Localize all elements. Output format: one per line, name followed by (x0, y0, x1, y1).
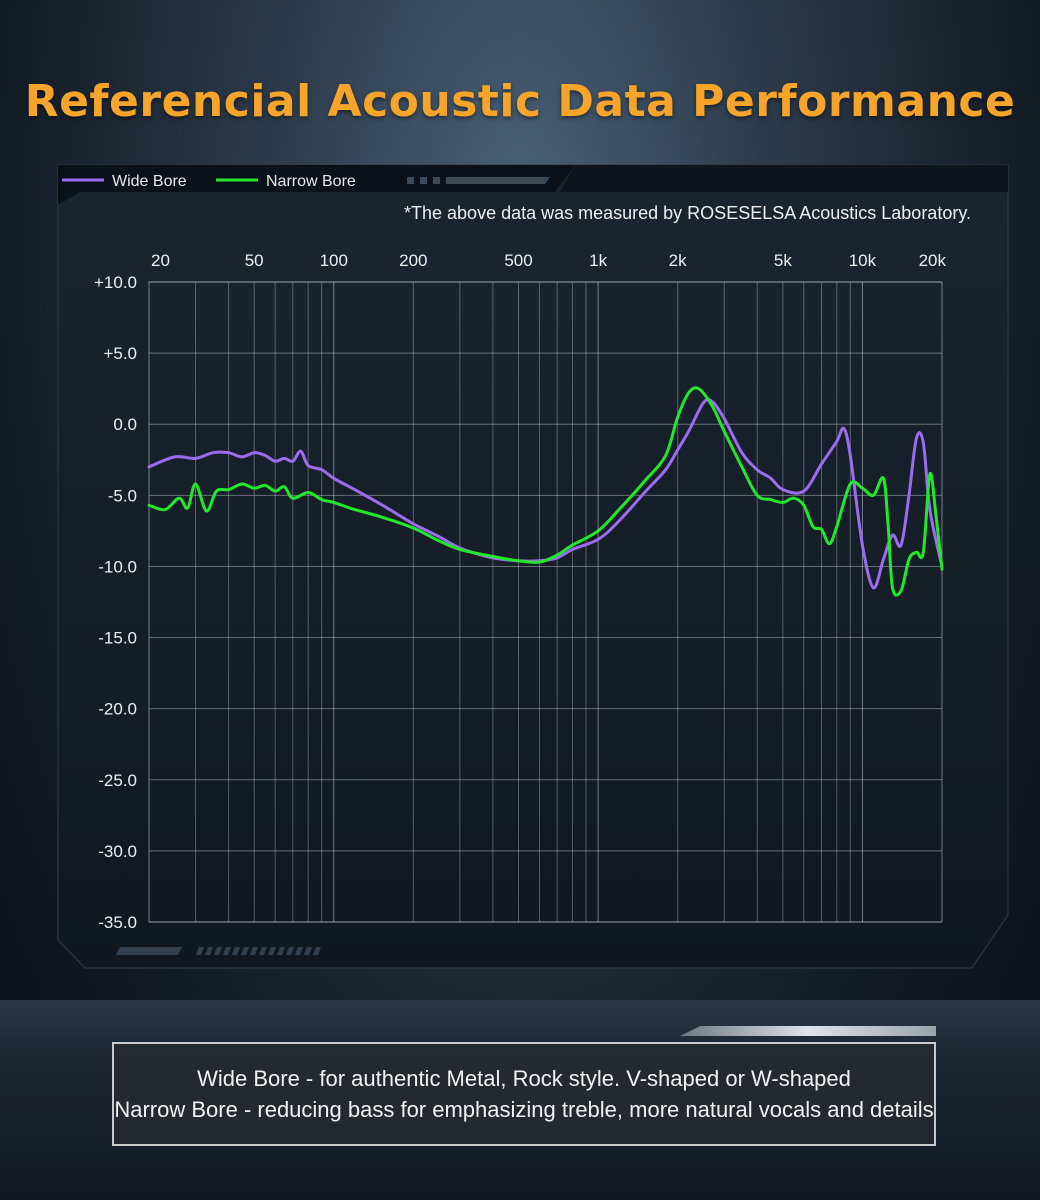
legend-label-narrow-bore: Narrow Bore (266, 173, 356, 190)
x-tick-label: 10k (849, 251, 877, 270)
caption-box: Wide Bore - for authentic Metal, Rock st… (112, 1042, 936, 1146)
caption-top-bar (680, 1026, 936, 1036)
stripe-mark (250, 947, 258, 955)
x-tick-label: 5k (774, 251, 792, 270)
x-tick-label: 100 (320, 251, 348, 270)
series-layer (147, 386, 944, 597)
plot-grid (148, 281, 943, 923)
y-tick-label: -15.0 (98, 629, 137, 648)
page-title: Referencial Acoustic Data Performance (24, 76, 1016, 127)
stripe-mark (286, 947, 294, 955)
y-tick-label: -25.0 (98, 771, 137, 790)
stripe-mark (313, 947, 321, 955)
panel-header-tab (58, 165, 575, 205)
bottom-dash-decoration (116, 947, 321, 955)
x-tick-label: 2k (669, 251, 687, 270)
x-tick-label: 1k (589, 251, 607, 270)
y-tick-label: -5.0 (108, 486, 137, 505)
y-tick-labels: +10.0 +5.0 0.0 -5.0 -10.0 -15.0 -20.0 -25.0 -30.… (94, 273, 137, 932)
plot-frame (148, 281, 943, 923)
panel-header-shape (560, 165, 1008, 192)
header-dash-decoration (407, 177, 550, 184)
y-tick-label: +5.0 (103, 344, 137, 363)
x-tick-label: 500 (504, 251, 532, 270)
series-line-wide-bore (147, 397, 944, 590)
series-line-narrow-bore (147, 386, 944, 597)
caption-line-narrow-bore: Narrow Bore - reducing bass for emphasiz… (114, 1097, 934, 1122)
x-tick-label: 20 (151, 251, 170, 270)
legend: Wide Bore Narrow Bore (62, 173, 356, 190)
x-tick-labels: 20 50 100 200 500 1k 2k 5k 10k 20k (151, 251, 946, 270)
x-tick-label: 50 (245, 251, 264, 270)
stripe-mark (232, 947, 240, 955)
stripe-mark (277, 947, 285, 955)
x-tick-label: 20k (919, 251, 947, 270)
stripe-mark (241, 947, 249, 955)
x-tick-label: 200 (399, 251, 427, 270)
stripe-mark (295, 947, 303, 955)
stripe-mark (259, 947, 267, 955)
measurement-note: *The above data was measured by ROSESELS… (404, 203, 971, 223)
y-tick-label: 0.0 (113, 415, 137, 434)
y-tick-label: +10.0 (94, 273, 137, 292)
stripe-mark (223, 947, 231, 955)
legend-label-wide-bore: Wide Bore (112, 173, 187, 190)
stripe-mark (205, 947, 213, 955)
stripe-mark (196, 947, 204, 955)
y-tick-label: -30.0 (98, 842, 137, 861)
y-tick-label: -35.0 (98, 913, 137, 932)
stripe-mark (268, 947, 276, 955)
caption-line-wide-bore: Wide Bore - for authentic Metal, Rock st… (197, 1066, 851, 1091)
y-tick-label: -20.0 (98, 700, 137, 719)
y-tick-label: -10.0 (98, 557, 137, 576)
stripe-mark (304, 947, 312, 955)
stripe-mark (214, 947, 222, 955)
